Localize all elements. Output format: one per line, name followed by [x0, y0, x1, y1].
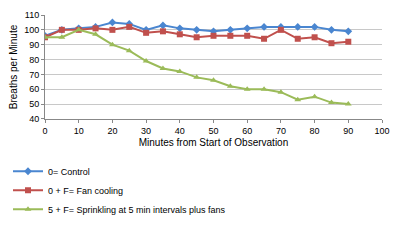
- svg-text:50: 50: [208, 126, 218, 136]
- svg-text:0 + F= Fan cooling: 0 + F= Fan cooling: [48, 186, 123, 196]
- svg-text:70: 70: [29, 70, 39, 80]
- svg-text:70: 70: [276, 126, 286, 136]
- svg-text:0= Control: 0= Control: [48, 167, 90, 177]
- svg-text:90: 90: [343, 126, 353, 136]
- svg-text:10: 10: [74, 126, 84, 136]
- svg-text:80: 80: [310, 126, 320, 136]
- svg-text:40: 40: [175, 126, 185, 136]
- svg-text:60: 60: [29, 84, 39, 94]
- svg-text:40: 40: [29, 114, 39, 124]
- svg-text:100: 100: [24, 25, 39, 35]
- svg-text:110: 110: [25, 10, 39, 20]
- svg-text:Breaths per Minute: Breaths per Minute: [8, 24, 19, 109]
- svg-text:50: 50: [29, 99, 39, 109]
- svg-text:0: 0: [42, 126, 47, 136]
- svg-text:Minutes from Start of Observat: Minutes from Start of Observation: [139, 137, 289, 148]
- svg-text:30: 30: [141, 126, 151, 136]
- svg-text:80: 80: [29, 55, 39, 65]
- svg-text:20: 20: [107, 126, 117, 136]
- svg-text:100: 100: [374, 126, 389, 136]
- svg-text:60: 60: [242, 126, 252, 136]
- svg-text:5 + F= Sprinkling at 5 min int: 5 + F= Sprinkling at 5 min intervals plu…: [48, 205, 226, 215]
- svg-text:90: 90: [29, 40, 39, 50]
